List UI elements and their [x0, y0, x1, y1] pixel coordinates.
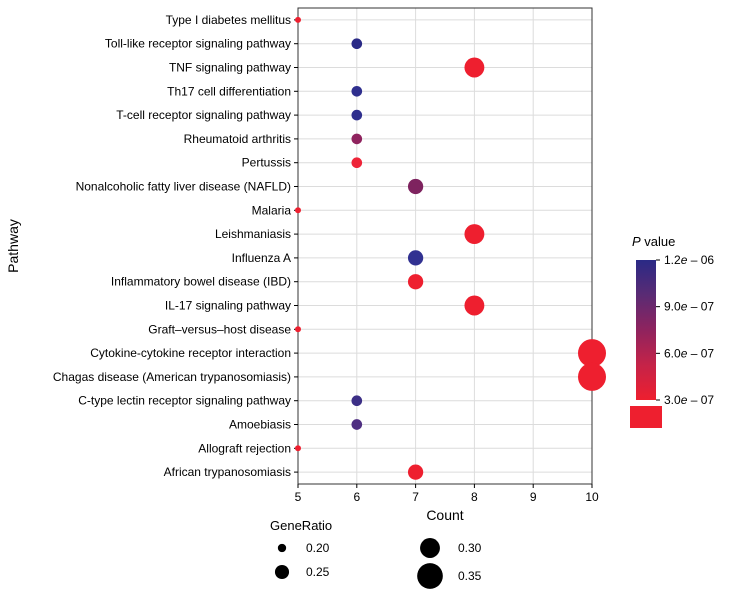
y-tick-label: Chagas disease (American trypanosomiasis…: [53, 370, 291, 384]
y-tick-label: Graft–versus–host disease: [148, 322, 291, 336]
y-tick-label: Malaria: [252, 203, 292, 217]
data-point: [408, 464, 423, 479]
data-point: [351, 419, 362, 430]
y-axis-label: Pathway: [5, 219, 21, 273]
x-tick-label: 8: [471, 490, 478, 504]
y-tick-label: Allograft rejection: [198, 441, 291, 455]
size-legend-dot: [417, 563, 443, 589]
data-point: [351, 157, 362, 168]
y-tick-label: Th17 cell differentiation: [167, 84, 291, 98]
y-tick-label: C-type lectin receptor signaling pathway: [78, 394, 291, 408]
x-tick-label: 6: [353, 490, 360, 504]
color-legend-tick-label: 1.2e – 06: [664, 253, 714, 267]
x-axis-label: Count: [426, 507, 463, 523]
y-tick-label: T-cell receptor signaling pathway: [116, 108, 291, 122]
data-point: [408, 274, 423, 289]
size-legend-dot: [275, 565, 289, 579]
data-point: [408, 250, 423, 265]
size-legend-title: GeneRatio: [270, 518, 332, 533]
data-point: [295, 207, 301, 213]
data-point: [351, 134, 362, 145]
color-legend-title: P value: [632, 234, 675, 249]
x-tick-label: 5: [295, 490, 302, 504]
y-tick-label: Amoebiasis: [229, 418, 291, 432]
size-legend-label: 0.30: [458, 541, 482, 555]
y-tick-label: Leishmaniasis: [215, 227, 291, 241]
y-tick-label: Cytokine-cytokine receptor interaction: [90, 346, 291, 360]
color-legend-tick-label: 6.0e – 07: [664, 346, 714, 360]
y-tick-label: African trypanosomiasis: [164, 465, 291, 479]
x-tick-label: 7: [412, 490, 419, 504]
data-point: [351, 38, 362, 49]
data-point: [578, 363, 606, 391]
size-legend-dot: [420, 538, 440, 558]
data-point: [295, 326, 301, 332]
y-tick-label: Toll-like receptor signaling pathway: [105, 37, 291, 51]
x-tick-label: 10: [585, 490, 599, 504]
data-point: [464, 224, 484, 244]
y-tick-label: IL-17 signaling pathway: [165, 299, 291, 313]
size-legend-label: 0.25: [306, 565, 330, 579]
color-legend-tick-label: 9.0e – 07: [664, 300, 714, 314]
data-point: [295, 445, 301, 451]
dot-plot: 5 6 7 8 9 10 Count Type I diabetes mellitus Toll…: [0, 0, 741, 590]
size-legend-label: 0.20: [306, 541, 330, 555]
size-legend-label: 0.35: [458, 569, 482, 583]
color-legend-swatch: [630, 406, 662, 428]
color-legend-bar: [636, 260, 656, 400]
data-point: [351, 86, 362, 97]
y-tick-label: Inflammatory bowel disease (IBD): [111, 275, 291, 289]
y-tick-label: Type I diabetes mellitus: [166, 13, 291, 27]
data-point: [408, 179, 423, 194]
y-tick-label: Rheumatoid arthritis: [184, 132, 291, 146]
data-point: [464, 58, 484, 78]
size-legend-dot: [278, 544, 286, 552]
y-tick-label: Pertussis: [242, 156, 291, 170]
y-tick-label: Influenza A: [232, 251, 291, 265]
data-point: [351, 395, 362, 406]
y-tick-label: TNF signaling pathway: [169, 61, 291, 75]
data-point: [295, 17, 301, 23]
panel-bg: [298, 8, 592, 484]
y-tick-label: Nonalcoholic fatty liver disease (NAFLD): [76, 180, 291, 194]
data-point: [351, 110, 362, 121]
data-point: [464, 296, 484, 316]
color-legend-tick-label: 3.0e – 07: [664, 393, 714, 407]
x-tick-label: 9: [530, 490, 537, 504]
